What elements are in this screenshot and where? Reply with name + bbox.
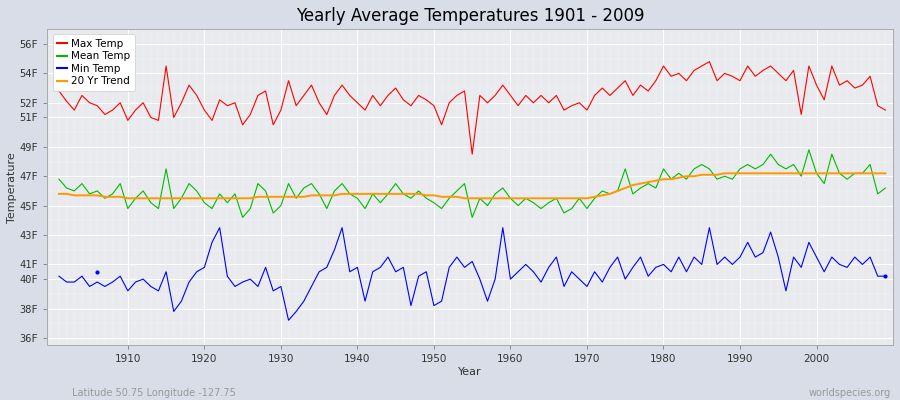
Text: Latitude 50.75 Longitude -127.75: Latitude 50.75 Longitude -127.75 — [72, 388, 236, 398]
Y-axis label: Temperature: Temperature — [7, 152, 17, 223]
Legend: Max Temp, Mean Temp, Min Temp, 20 Yr Trend: Max Temp, Mean Temp, Min Temp, 20 Yr Tre… — [53, 34, 135, 91]
Text: worldspecies.org: worldspecies.org — [809, 388, 891, 398]
Title: Yearly Average Temperatures 1901 - 2009: Yearly Average Temperatures 1901 - 2009 — [296, 7, 644, 25]
X-axis label: Year: Year — [458, 367, 482, 377]
